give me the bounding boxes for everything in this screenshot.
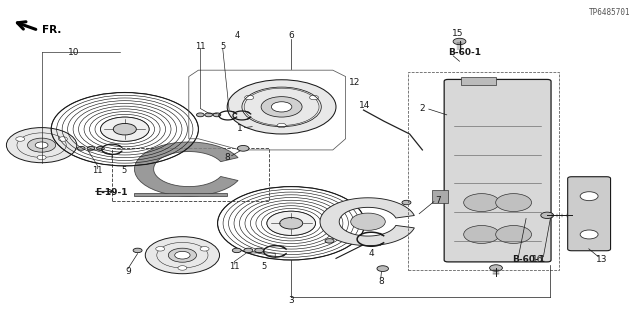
Circle shape — [175, 251, 190, 259]
Text: 8: 8 — [225, 153, 230, 162]
Text: 13: 13 — [596, 256, 607, 264]
Circle shape — [35, 142, 48, 148]
Circle shape — [463, 194, 499, 211]
Text: 7: 7 — [436, 197, 441, 205]
Circle shape — [496, 226, 531, 243]
Circle shape — [261, 97, 302, 117]
Circle shape — [113, 123, 136, 135]
Circle shape — [277, 123, 286, 128]
Polygon shape — [134, 193, 227, 196]
Text: E-19-1: E-19-1 — [95, 189, 127, 197]
Circle shape — [58, 137, 67, 141]
Circle shape — [145, 237, 220, 274]
Text: 12: 12 — [349, 78, 360, 87]
Circle shape — [205, 113, 212, 117]
Text: 16: 16 — [532, 256, 543, 264]
Polygon shape — [320, 198, 414, 246]
Circle shape — [196, 113, 204, 117]
Circle shape — [253, 123, 266, 129]
Circle shape — [280, 218, 303, 229]
FancyBboxPatch shape — [461, 77, 496, 85]
Text: 6: 6 — [289, 31, 294, 40]
Circle shape — [232, 248, 241, 253]
Circle shape — [496, 194, 531, 211]
Text: 5: 5 — [121, 167, 126, 175]
Circle shape — [267, 211, 316, 235]
Text: 5: 5 — [262, 262, 267, 271]
Circle shape — [580, 230, 598, 239]
Text: FR.: FR. — [42, 25, 61, 35]
Circle shape — [156, 247, 164, 251]
Circle shape — [325, 239, 334, 243]
Text: 11: 11 — [92, 167, 102, 175]
Circle shape — [100, 117, 149, 141]
Circle shape — [580, 192, 598, 201]
Text: 4: 4 — [369, 249, 374, 258]
Text: 5: 5 — [220, 42, 225, 51]
Circle shape — [37, 155, 46, 160]
Circle shape — [377, 266, 388, 271]
Circle shape — [6, 128, 77, 163]
Circle shape — [178, 266, 187, 270]
Text: B-60-1: B-60-1 — [512, 256, 545, 264]
Circle shape — [213, 113, 221, 117]
Circle shape — [310, 95, 319, 100]
Circle shape — [28, 138, 56, 152]
Text: 4: 4 — [234, 31, 239, 40]
Circle shape — [237, 145, 249, 151]
Text: 11: 11 — [195, 42, 205, 51]
Circle shape — [453, 38, 466, 45]
Text: TP6485701: TP6485701 — [589, 8, 630, 17]
Circle shape — [200, 247, 209, 251]
Circle shape — [16, 137, 25, 141]
Polygon shape — [134, 142, 238, 196]
Text: 9: 9 — [125, 267, 131, 276]
Circle shape — [463, 226, 499, 243]
Text: 8: 8 — [378, 277, 383, 286]
Circle shape — [97, 146, 104, 150]
Circle shape — [77, 146, 85, 150]
FancyBboxPatch shape — [432, 190, 448, 203]
Circle shape — [168, 248, 196, 262]
Text: 15: 15 — [452, 29, 463, 38]
Text: 14: 14 — [359, 101, 371, 110]
Circle shape — [87, 146, 95, 150]
Text: 2: 2 — [420, 104, 425, 113]
Text: 3: 3 — [289, 296, 294, 305]
Circle shape — [351, 213, 385, 230]
Circle shape — [227, 80, 336, 134]
Circle shape — [133, 248, 142, 253]
FancyBboxPatch shape — [444, 79, 551, 262]
Text: 10: 10 — [68, 48, 79, 57]
Text: 11: 11 — [229, 262, 239, 271]
Circle shape — [244, 95, 253, 100]
Circle shape — [490, 265, 502, 271]
Circle shape — [255, 248, 264, 253]
Circle shape — [541, 212, 554, 219]
Circle shape — [244, 248, 253, 253]
FancyBboxPatch shape — [568, 177, 611, 251]
Circle shape — [402, 200, 411, 205]
Circle shape — [271, 102, 292, 112]
Text: 1: 1 — [237, 124, 243, 133]
Text: B-60-1: B-60-1 — [448, 48, 481, 57]
